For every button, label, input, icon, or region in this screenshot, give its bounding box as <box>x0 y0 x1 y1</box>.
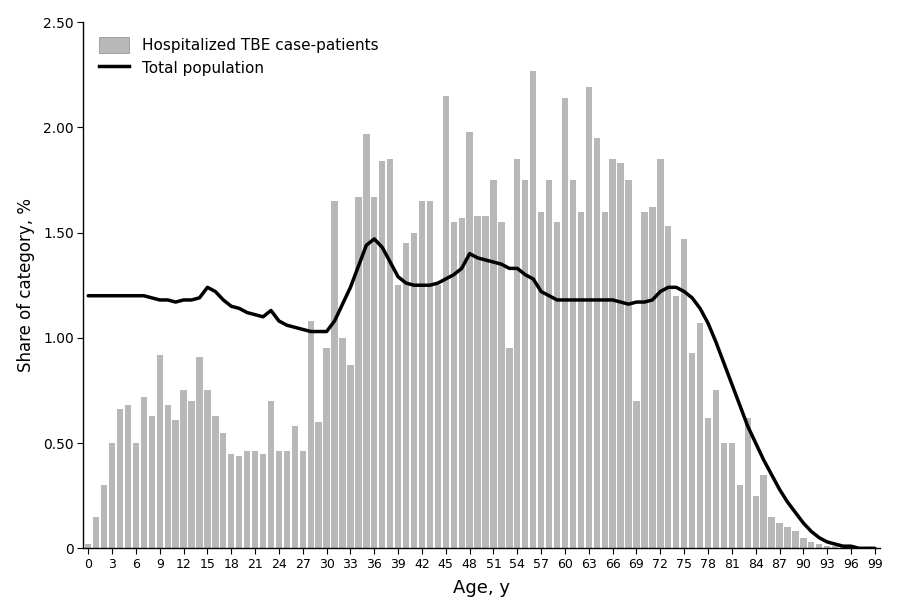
Bar <box>601 212 608 548</box>
Bar <box>188 401 194 548</box>
Bar <box>117 410 123 548</box>
Bar <box>364 134 370 548</box>
Bar <box>617 163 624 548</box>
Bar <box>387 159 393 548</box>
Bar <box>220 432 227 548</box>
Bar <box>824 546 831 548</box>
Bar <box>300 451 306 548</box>
Bar <box>458 218 465 548</box>
Bar <box>180 391 187 548</box>
Bar <box>443 96 449 548</box>
Bar <box>331 201 338 548</box>
Bar <box>634 401 640 548</box>
Bar <box>371 197 377 548</box>
Bar <box>196 357 202 548</box>
Bar <box>816 544 823 548</box>
Bar <box>769 517 775 548</box>
Bar <box>491 180 497 548</box>
Bar <box>140 397 147 548</box>
Bar <box>538 212 544 548</box>
Bar <box>626 180 632 548</box>
Bar <box>506 348 512 548</box>
Bar <box>792 532 798 548</box>
Bar <box>697 323 703 548</box>
Bar <box>609 159 616 548</box>
Bar <box>395 286 401 548</box>
Bar <box>403 243 410 548</box>
Bar <box>347 365 354 548</box>
Bar <box>744 418 751 548</box>
Bar <box>729 443 735 548</box>
Bar <box>252 451 258 548</box>
Legend: Hospitalized TBE case-patients, Total population: Hospitalized TBE case-patients, Total po… <box>91 30 386 83</box>
Bar <box>594 138 600 548</box>
Bar <box>673 296 680 548</box>
Bar <box>308 321 314 548</box>
Bar <box>665 227 671 548</box>
Y-axis label: Share of category, %: Share of category, % <box>17 198 35 372</box>
Bar <box>586 87 592 548</box>
Bar <box>165 405 171 548</box>
Bar <box>688 352 696 548</box>
Bar <box>642 212 648 548</box>
Bar <box>760 475 767 548</box>
Bar <box>657 159 663 548</box>
Bar <box>800 538 806 548</box>
Bar <box>284 451 290 548</box>
Bar <box>466 131 472 548</box>
Bar <box>752 495 759 548</box>
Bar <box>268 401 274 548</box>
Bar <box>275 451 282 548</box>
Bar <box>101 485 107 548</box>
Bar <box>554 222 560 548</box>
Bar <box>316 422 322 548</box>
Bar <box>418 201 425 548</box>
Bar <box>499 222 505 548</box>
Bar <box>379 161 385 548</box>
Bar <box>157 355 163 548</box>
Bar <box>808 542 814 548</box>
Bar <box>522 180 528 548</box>
Bar <box>109 443 115 548</box>
Bar <box>228 454 234 548</box>
Bar <box>562 98 568 548</box>
X-axis label: Age, y: Age, y <box>453 580 510 597</box>
Bar <box>173 420 179 548</box>
Bar <box>721 443 727 548</box>
Bar <box>705 418 711 548</box>
Bar <box>125 405 131 548</box>
Bar <box>260 454 266 548</box>
Bar <box>570 180 576 548</box>
Bar <box>736 485 743 548</box>
Bar <box>840 546 846 548</box>
Bar <box>323 348 329 548</box>
Bar <box>339 338 346 548</box>
Bar <box>777 523 783 548</box>
Bar <box>435 286 441 548</box>
Bar <box>474 216 481 548</box>
Bar <box>86 544 92 548</box>
Bar <box>204 391 211 548</box>
Bar <box>244 451 250 548</box>
Bar <box>451 222 457 548</box>
Bar <box>132 443 140 548</box>
Bar <box>546 180 553 548</box>
Bar <box>681 239 688 548</box>
Bar <box>514 159 520 548</box>
Bar <box>212 416 219 548</box>
Bar <box>578 212 584 548</box>
Bar <box>410 233 418 548</box>
Bar <box>649 208 655 548</box>
Bar <box>482 216 489 548</box>
Bar <box>236 456 242 548</box>
Bar <box>530 71 536 548</box>
Bar <box>93 517 99 548</box>
Bar <box>713 391 719 548</box>
Bar <box>832 546 838 548</box>
Bar <box>784 527 790 548</box>
Bar <box>356 197 362 548</box>
Bar <box>427 201 433 548</box>
Bar <box>148 416 155 548</box>
Bar <box>292 426 298 548</box>
